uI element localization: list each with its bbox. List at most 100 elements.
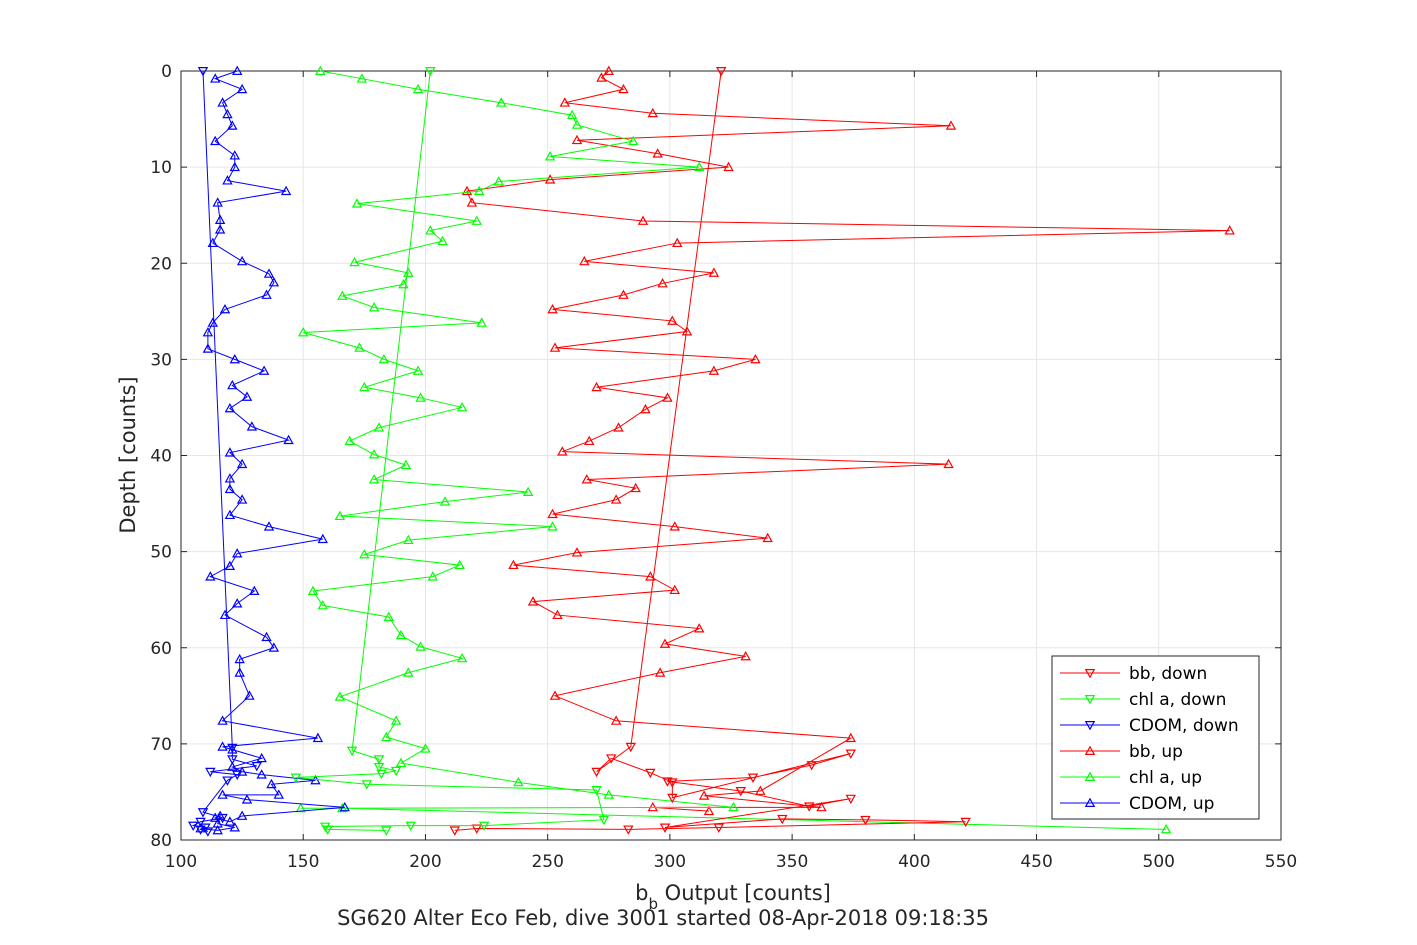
x-tick-label: 500 bbox=[1143, 852, 1175, 872]
data-point bbox=[713, 823, 724, 833]
data-point bbox=[816, 801, 827, 812]
legend-marker bbox=[1084, 695, 1096, 705]
data-point bbox=[378, 353, 390, 364]
y-tick-label: 40 bbox=[150, 447, 172, 467]
series-line bbox=[300, 70, 1167, 830]
data-point bbox=[804, 802, 815, 812]
data-point bbox=[256, 752, 267, 763]
y-tick-label: 10 bbox=[150, 158, 172, 178]
data-point bbox=[298, 327, 309, 337]
series-line bbox=[295, 70, 605, 831]
data-point bbox=[202, 827, 214, 837]
legend-label: CDOM, up bbox=[1129, 794, 1214, 814]
data-point bbox=[708, 365, 720, 375]
data-point bbox=[596, 72, 607, 82]
data-point bbox=[197, 67, 209, 77]
data-point bbox=[227, 379, 238, 390]
data-point bbox=[344, 435, 355, 446]
data-point bbox=[236, 83, 248, 94]
legend-label: bb, down bbox=[1129, 664, 1207, 684]
y-tick-label: 30 bbox=[150, 350, 172, 370]
data-point bbox=[283, 434, 294, 445]
data-point bbox=[258, 365, 270, 375]
data-point bbox=[227, 120, 238, 130]
data-point bbox=[361, 780, 372, 790]
data-point bbox=[234, 653, 245, 664]
legend-marker bbox=[1084, 669, 1096, 679]
data-point bbox=[471, 215, 482, 225]
data-point bbox=[214, 214, 226, 224]
data-point bbox=[694, 161, 705, 172]
data-point bbox=[373, 762, 385, 773]
data-point bbox=[251, 762, 262, 772]
data-point bbox=[337, 290, 348, 300]
data-point bbox=[640, 403, 651, 414]
data-point bbox=[207, 317, 218, 327]
data-point bbox=[544, 174, 556, 184]
x-tick-label: 100 bbox=[165, 852, 197, 872]
data-point bbox=[657, 278, 668, 288]
series-bb-down bbox=[449, 67, 971, 836]
data-point bbox=[261, 289, 272, 299]
data-point bbox=[755, 785, 766, 795]
x-axis-label-rest: Output [counts] bbox=[658, 881, 831, 905]
legend-label: chl a, up bbox=[1129, 768, 1202, 788]
data-point bbox=[403, 667, 414, 677]
data-point bbox=[224, 473, 236, 483]
data-point bbox=[703, 805, 715, 816]
data-point bbox=[317, 533, 328, 544]
axis-ticks: 100 150 200 250 300 350 400 450 500 550 0 10 20 30 40 5… bbox=[150, 62, 1297, 872]
data-point bbox=[244, 690, 255, 700]
data-point bbox=[591, 767, 602, 778]
x-tick-label: 400 bbox=[898, 852, 930, 872]
legend-box bbox=[1051, 655, 1260, 820]
y-tick-label: 50 bbox=[150, 543, 172, 563]
y-tick-label: 20 bbox=[150, 254, 172, 274]
data-point bbox=[232, 548, 243, 558]
data-point bbox=[351, 198, 363, 208]
x-axis-label: bb Output [counts] bbox=[635, 881, 831, 913]
data-point bbox=[224, 402, 236, 413]
data-point bbox=[584, 435, 595, 446]
data-point bbox=[195, 817, 206, 828]
x-axis-label-subscript: b bbox=[648, 895, 658, 913]
data-point bbox=[667, 315, 678, 325]
series-layer bbox=[188, 65, 1235, 837]
data-point bbox=[307, 585, 319, 595]
data-point bbox=[669, 584, 680, 595]
data-point bbox=[400, 459, 412, 470]
series-chl-a-up bbox=[295, 65, 1172, 834]
data-point bbox=[571, 134, 583, 145]
data-point bbox=[368, 449, 380, 459]
data-point bbox=[334, 510, 346, 521]
data-point bbox=[652, 148, 663, 158]
data-point bbox=[214, 810, 226, 820]
data-point bbox=[618, 83, 629, 94]
data-point bbox=[217, 813, 228, 824]
data-point bbox=[667, 793, 678, 804]
data-point bbox=[395, 757, 407, 768]
data-point bbox=[581, 474, 592, 484]
series-line bbox=[454, 70, 966, 831]
data-point bbox=[439, 496, 451, 506]
data-point bbox=[747, 773, 759, 783]
data-point bbox=[547, 521, 558, 531]
data-point bbox=[591, 381, 602, 392]
data-point bbox=[295, 802, 306, 813]
data-point bbox=[750, 353, 761, 364]
data-point bbox=[232, 65, 243, 75]
data-point bbox=[317, 600, 328, 610]
data-point bbox=[637, 215, 649, 225]
data-point bbox=[698, 790, 710, 800]
data-point bbox=[522, 486, 534, 496]
data-point bbox=[405, 821, 416, 832]
data-point bbox=[669, 521, 680, 531]
data-point bbox=[263, 268, 275, 278]
data-point bbox=[449, 826, 460, 836]
data-point bbox=[222, 175, 233, 185]
legend: bb, down chl a, down CDOM, down bb, up chl a… bbox=[1051, 655, 1260, 820]
data-point bbox=[241, 794, 253, 804]
data-point bbox=[559, 97, 570, 107]
data-point bbox=[412, 365, 424, 375]
data-point bbox=[571, 547, 583, 557]
